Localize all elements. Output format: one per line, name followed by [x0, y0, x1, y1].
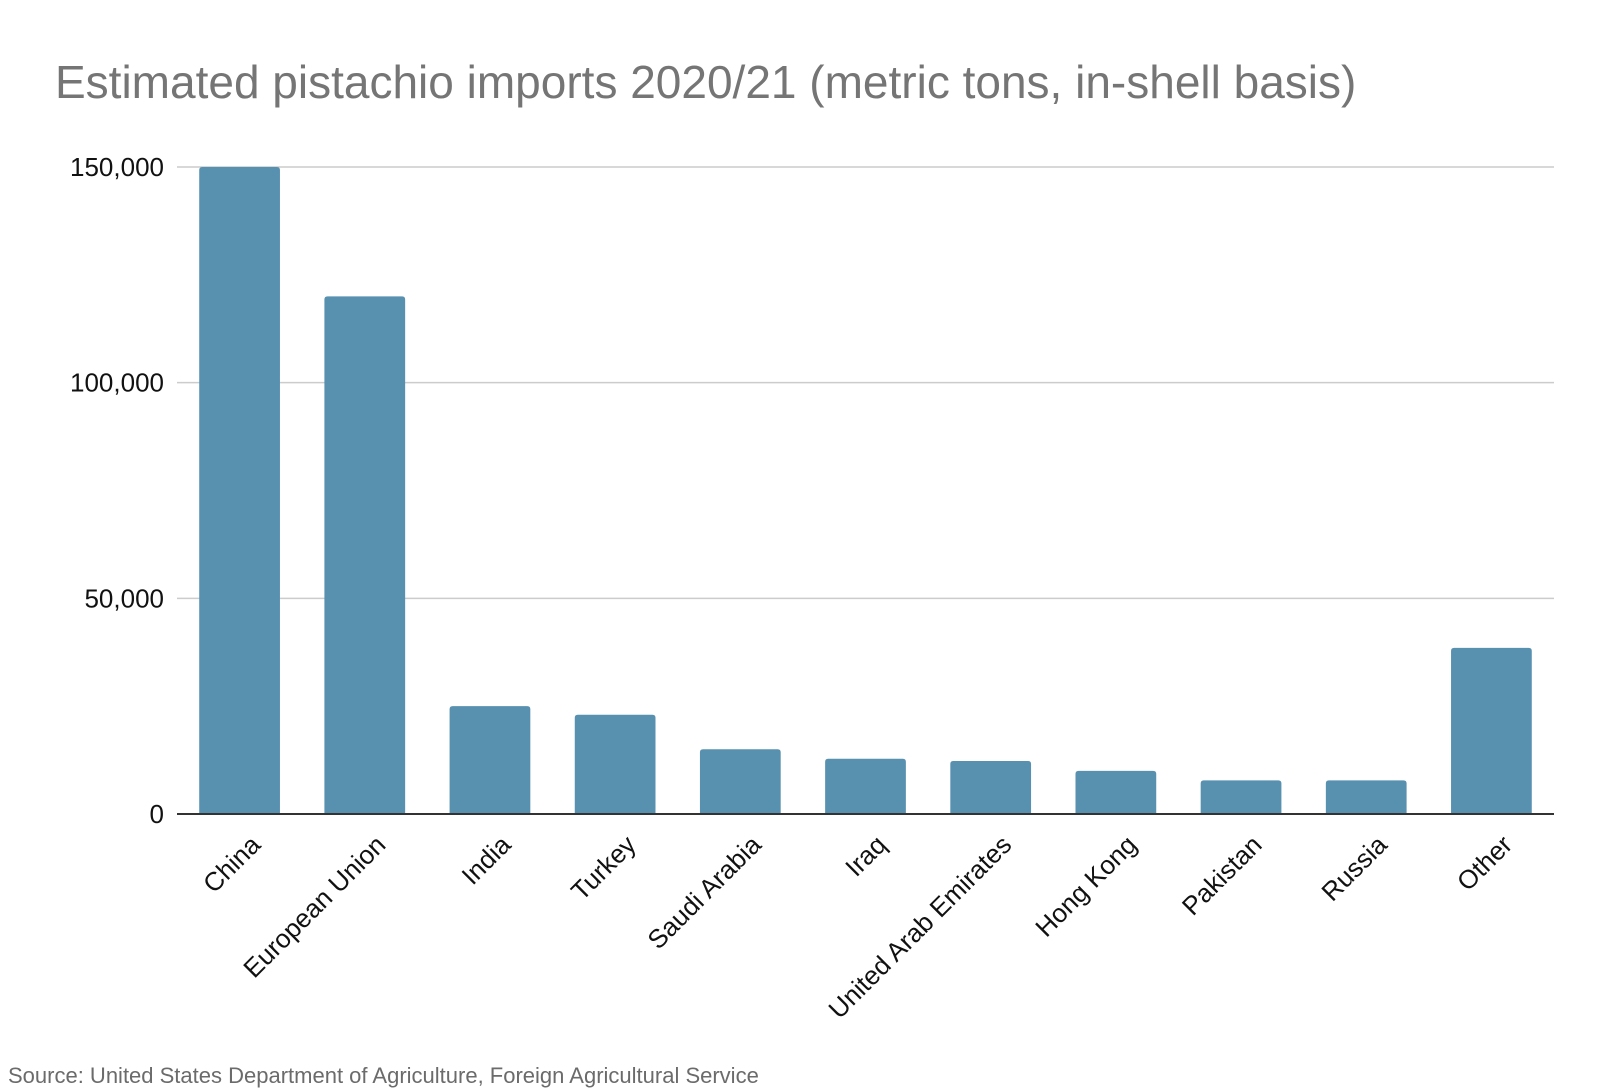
x-tick-label: Russia — [1315, 829, 1393, 907]
x-tick-label: China — [197, 829, 267, 899]
bar-turkey — [574, 714, 656, 814]
bar-other — [1451, 647, 1532, 814]
bars — [199, 167, 1532, 814]
bar-iraq — [825, 758, 906, 814]
y-tick-label: 150,000 — [70, 152, 164, 182]
y-tick-label: 100,000 — [70, 368, 164, 398]
x-tick-label: Saudi Arabia — [641, 829, 767, 955]
bar-china — [199, 167, 280, 814]
x-tick-label: Other — [1451, 829, 1518, 896]
bar-hong-kong — [1075, 770, 1157, 814]
gridlines — [177, 166, 1554, 600]
x-tick-label: Turkey — [565, 829, 642, 906]
bar-european-union — [324, 296, 406, 814]
bar-united-arab-emirates — [950, 760, 1032, 814]
y-axis-tick-labels: 0 50,000 100,000 150,000 — [70, 152, 164, 829]
bar-russia — [1325, 780, 1407, 814]
x-tick-label: India — [455, 829, 516, 890]
x-tick-label: Hong Kong — [1029, 829, 1142, 942]
source-note: Source: United States Department of Agri… — [8, 1063, 759, 1088]
y-tick-label: 50,000 — [84, 583, 164, 613]
bar-saudi-arabia — [699, 749, 781, 814]
bar-india — [449, 706, 531, 814]
y-tick-label: 0 — [150, 799, 164, 829]
bar-pakistan — [1200, 780, 1282, 814]
x-tick-label: Pakistan — [1176, 829, 1268, 921]
x-tick-label: Iraq — [839, 829, 892, 882]
chart-title: Estimated pistachio imports 2020/21 (met… — [55, 56, 1356, 108]
